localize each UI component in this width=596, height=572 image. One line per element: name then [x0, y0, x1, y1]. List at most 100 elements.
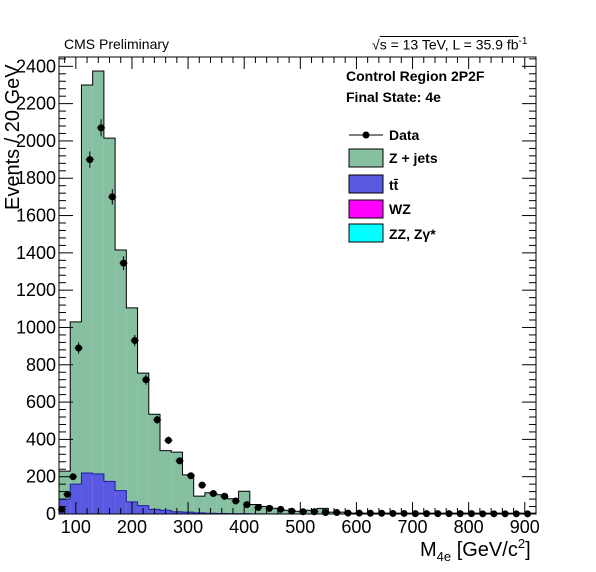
- data-point: [277, 505, 285, 513]
- data-point: [58, 505, 66, 513]
- y-tick-label: 1400: [16, 243, 56, 263]
- x-tick-label: 900: [510, 517, 540, 537]
- legend-entry-zz: ZZ, Zγ*: [348, 223, 436, 243]
- y-tick-label: 1800: [16, 168, 56, 188]
- bar: [59, 471, 71, 500]
- data-point: [378, 509, 386, 517]
- data-point: [209, 489, 217, 497]
- data-point: [153, 416, 161, 424]
- y-tick-labels: 0 200 400 600 800 1000 1200 1400 1600 1800 2000 220…: [16, 56, 56, 524]
- axis-ticks: [59, 57, 537, 515]
- region-label: Control Region 2P2F: [346, 68, 485, 84]
- x-tick-label: 100: [61, 517, 91, 537]
- experiment-label: CMS Preliminary: [64, 36, 170, 52]
- legend-data-marker: [362, 131, 370, 139]
- data-point: [63, 490, 71, 498]
- x-axis-title: M4e [GeV/c2]: [420, 536, 531, 564]
- x-tick-label: 600: [341, 517, 371, 537]
- data-point: [142, 376, 150, 384]
- bar: [182, 474, 194, 513]
- data-point: [176, 457, 184, 465]
- legend-swatch-zz: [348, 223, 384, 243]
- data-point: [254, 503, 262, 511]
- x-tick-label: 500: [285, 517, 315, 537]
- x-tick-label: 200: [117, 517, 147, 537]
- data-point: [75, 344, 83, 352]
- bar: [115, 250, 127, 491]
- data-point: [366, 509, 374, 517]
- legend-entry-wz: WZ: [348, 199, 411, 219]
- energy-lumi-label: √s = 13 TeV, L = 35.9 fb-1: [372, 36, 527, 53]
- legend-label-ttbar: tt̄: [389, 177, 399, 193]
- sqrt-symbol: √: [372, 36, 380, 53]
- data-point: [97, 124, 105, 132]
- legend-entry-zjets: Z + jets: [348, 148, 438, 168]
- bar: [81, 472, 93, 514]
- legend-label-zz: ZZ, Zγ*: [389, 226, 436, 242]
- y-tick-label: 2200: [16, 94, 56, 114]
- y-tick-label: 600: [26, 392, 56, 412]
- y-tick-label: 1600: [16, 206, 56, 226]
- y-tick-label: 0: [46, 504, 56, 524]
- plot-frame: [58, 56, 537, 515]
- bar: [70, 321, 82, 485]
- legend-entry-ttbar: tt̄: [348, 174, 399, 194]
- x-tick-labels: 100 200 300 400 500 600 700 800 900: [61, 517, 540, 537]
- data-point: [187, 472, 195, 480]
- x-tick-label: 400: [229, 517, 259, 537]
- x-tick-label: 800: [454, 517, 484, 537]
- data-point: [232, 497, 240, 505]
- data-point: [288, 507, 296, 515]
- legend-label-zjets: Z + jets: [389, 150, 438, 166]
- legend-swatch-wz: [348, 199, 384, 219]
- y-axis-title: Events / 20 GeV: [2, 64, 24, 210]
- data-point: [131, 337, 139, 345]
- legend-label-data: Data: [389, 127, 420, 143]
- bar: [70, 484, 82, 514]
- final-state-label: Final State: 4e: [346, 89, 441, 105]
- bar: [148, 414, 161, 510]
- y-tick-label: 800: [26, 355, 56, 375]
- bar: [204, 492, 217, 514]
- data-point: [355, 509, 363, 517]
- legend: Data Z + jets tt̄ WZ ZZ, Zγ*: [348, 127, 438, 243]
- bar: [171, 452, 183, 512]
- data-point: [120, 259, 128, 267]
- energy-lumi-text: s = 13 TeV, L = 35.9 fb: [379, 36, 519, 53]
- y-tick-label: 400: [26, 429, 56, 449]
- data-point: [265, 504, 273, 512]
- data-point: [198, 481, 206, 489]
- x-tick-label: 700: [398, 517, 428, 537]
- lumi-exponent: -1: [518, 36, 528, 47]
- y-tick-label: 1200: [16, 280, 56, 300]
- legend-entry-data: Data: [349, 127, 420, 143]
- legend-swatch-zjets: [348, 148, 384, 168]
- bar: [126, 307, 138, 502]
- y-tick-label: 2000: [16, 131, 56, 151]
- bar: [227, 498, 239, 514]
- x-tick-label: 300: [173, 517, 203, 537]
- data-point: [400, 509, 408, 517]
- bar: [160, 450, 172, 511]
- y-tick-label: 200: [26, 467, 56, 487]
- bar: [81, 84, 93, 473]
- data-point: [108, 193, 116, 201]
- data-point: [243, 501, 251, 509]
- data-point: [221, 492, 229, 500]
- legend-swatch-ttbar: [348, 174, 384, 194]
- data-point: [389, 509, 397, 517]
- bar: [115, 490, 127, 514]
- data-point: [69, 473, 77, 481]
- data-point: [344, 509, 352, 517]
- bar: [103, 138, 116, 482]
- y-tick-label: 1000: [16, 317, 56, 337]
- y-tick-label: 2400: [16, 56, 56, 76]
- data-point: [86, 156, 94, 164]
- bar: [92, 70, 104, 474]
- legend-label-wz: WZ: [389, 201, 411, 217]
- bar: [92, 473, 104, 514]
- bar: [103, 481, 116, 514]
- bar: [193, 496, 205, 513]
- data-point: [164, 436, 172, 444]
